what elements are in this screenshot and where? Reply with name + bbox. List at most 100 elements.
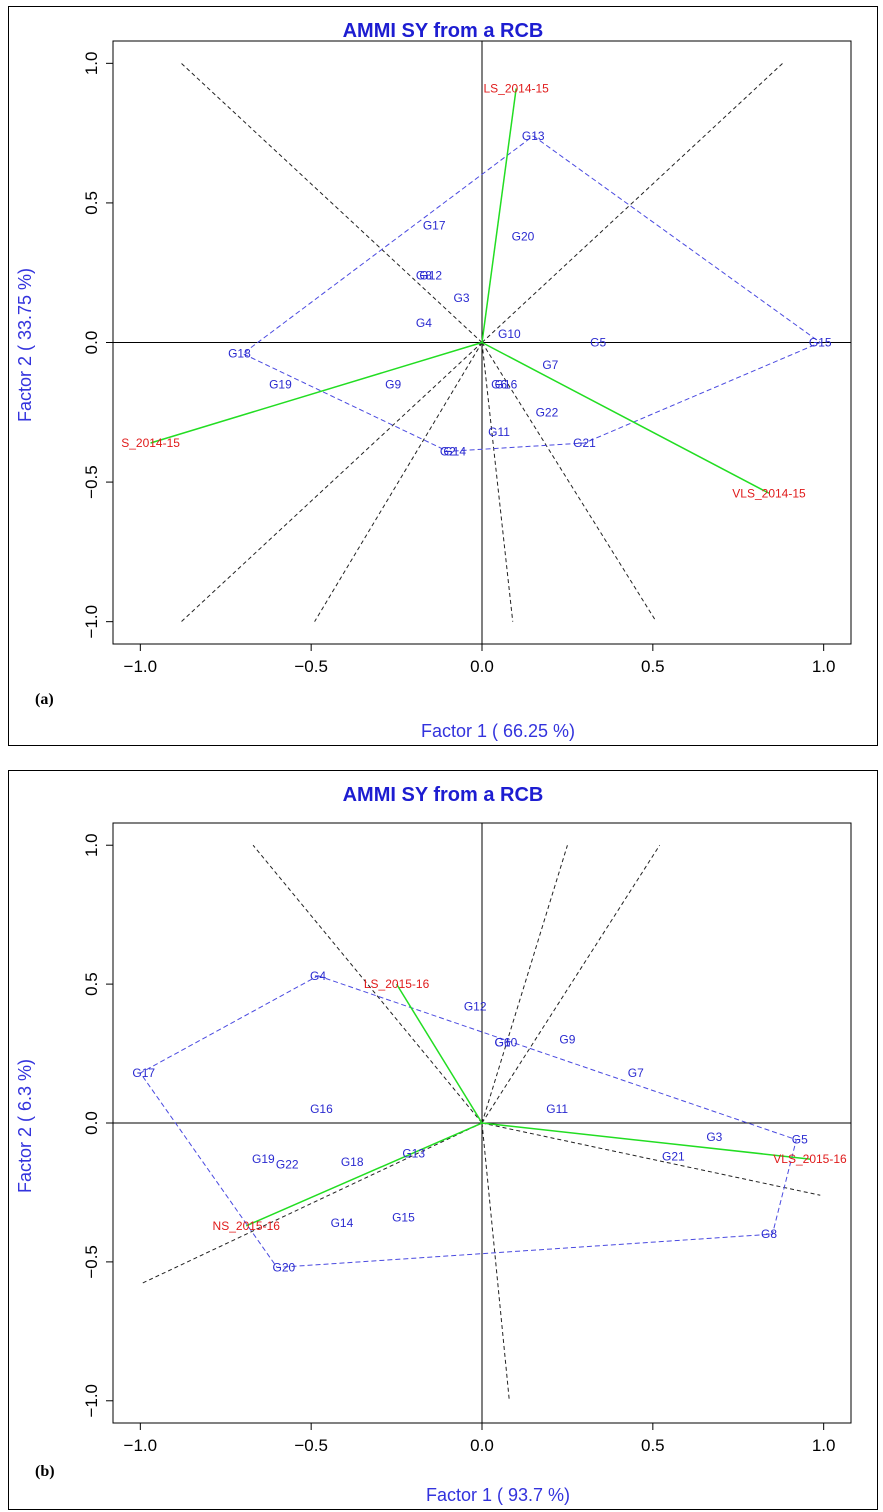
plot-area: −1.0 −0.5 0.0 0.5 1.0 −1.0 −0.5 0.0 0.5 1.0 G13 G20… <box>82 40 852 676</box>
environment-label: LS_2015-16 <box>364 977 430 991</box>
genotype-label: G22 <box>276 1158 299 1172</box>
genotype-label: G7 <box>542 358 558 372</box>
y-tick-label: −1.0 <box>82 1384 101 1418</box>
convex-hull-line <box>241 135 822 452</box>
genotype-label: G10 <box>498 327 521 341</box>
convex-hull-line <box>139 975 797 1268</box>
environment-vector <box>245 1122 483 1227</box>
genotype-label: G3 <box>706 1130 722 1144</box>
genotype-label: G21 <box>662 1149 685 1163</box>
panel-label: (b) <box>35 1463 55 1480</box>
sector-line <box>481 1122 510 1401</box>
y-axis-label: Factor 2 ( 6.3 %) <box>15 1059 35 1193</box>
genotype-label: G11 <box>546 1102 568 1116</box>
x-tick-label: 0.5 <box>641 1436 665 1455</box>
y-tick-label: 0.5 <box>82 972 101 996</box>
sector-line <box>481 342 514 622</box>
y-tick-label: 1.0 <box>82 833 101 857</box>
genotype-label: G5 <box>792 1133 808 1147</box>
genotype-label: G16 <box>310 1102 333 1116</box>
genotype-label: G18 <box>341 1155 364 1169</box>
biplot-b-svg: AMMI SY from a RCB Factor 1 ( 93.7 %) Fa… <box>15 784 852 1505</box>
environment-label: NS_2015-16 <box>213 1219 281 1233</box>
x-axis-label: Factor 1 ( 93.7 %) <box>426 1485 570 1505</box>
genotype-label: G19 <box>252 1152 275 1166</box>
sector-line <box>180 62 483 343</box>
environment-vector <box>395 983 483 1124</box>
y-tick-label: 1.0 <box>82 52 101 76</box>
genotype-label: G4 <box>416 316 432 330</box>
x-tick-label: 0.5 <box>641 657 665 676</box>
sector-line <box>180 342 483 623</box>
sector-line <box>481 342 657 622</box>
y-axis-label: Factor 2 ( 33.75 %) <box>15 268 35 422</box>
x-tick-label: −1.0 <box>124 657 158 676</box>
genotype-label: G8 <box>416 269 432 283</box>
x-axis-label: Factor 1 ( 66.25 %) <box>421 721 575 741</box>
genotype-label: G19 <box>269 377 292 391</box>
environment-label: VLS_2014-15 <box>732 486 806 500</box>
chart-title: AMMI SY from a RCB <box>343 20 544 42</box>
genotype-label: G9 <box>385 377 401 391</box>
genotype-label: G13 <box>522 129 545 143</box>
genotype-label: G16 <box>495 377 518 391</box>
genotype-label: G17 <box>132 1066 155 1080</box>
environment-label: VLS_2015-16 <box>773 1152 847 1166</box>
genotype-label: G11 <box>488 425 510 439</box>
sector-line <box>481 62 784 343</box>
x-tick-label: −0.5 <box>294 1436 328 1455</box>
genotype-label: G8 <box>761 1227 777 1241</box>
x-tick-label: −1.0 <box>124 1436 158 1455</box>
genotype-label: G2 <box>440 444 456 458</box>
environment-vector <box>150 341 483 444</box>
y-tick-label: −0.5 <box>82 1245 101 1279</box>
genotype-label: G15 <box>392 1210 415 1224</box>
environment-label: S_2014-15 <box>121 436 180 450</box>
genotype-label: G22 <box>536 405 559 419</box>
sector-line <box>481 1122 821 1196</box>
x-tick-label: 0.0 <box>470 1436 494 1455</box>
genotype-label: G15 <box>809 336 832 350</box>
genotype-label: G5 <box>590 336 606 350</box>
genotype-label: G20 <box>272 1260 295 1274</box>
plot-area: −1.0 −0.5 0.0 0.5 1.0 −1.0 −0.5 0.0 0.5 1.0 G4 G12 G… <box>82 822 852 1455</box>
genotype-label: G10 <box>495 1035 518 1049</box>
genotype-label: G13 <box>402 1147 425 1161</box>
chart-panel-a: AMMI SY from a RCB Factor 1 ( 66.25 %) F… <box>8 6 878 746</box>
genotype-label: G18 <box>228 347 251 361</box>
genotype-label: G12 <box>419 269 442 283</box>
chart-panel-b: AMMI SY from a RCB Factor 1 ( 93.7 %) Fa… <box>8 770 878 1510</box>
x-tick-label: 0.0 <box>470 657 494 676</box>
y-tick-label: −0.5 <box>82 465 101 499</box>
genotype-label: G6 <box>491 377 507 391</box>
chart-title: AMMI SY from a RCB <box>343 784 544 806</box>
genotype-label: G20 <box>512 229 535 243</box>
genotype-label: G12 <box>464 999 487 1013</box>
x-tick-label: −0.5 <box>294 657 328 676</box>
sector-line <box>314 342 483 622</box>
x-tick-label: 1.0 <box>812 1436 836 1455</box>
biplot-a-svg: AMMI SY from a RCB Factor 1 ( 66.25 %) F… <box>15 20 852 741</box>
genotype-label: G6 <box>494 1035 510 1049</box>
genotype-label: G7 <box>628 1066 644 1080</box>
x-tick-label: 1.0 <box>812 657 836 676</box>
environment-vector <box>481 1122 811 1160</box>
environment-label: LS_2014-15 <box>483 81 549 95</box>
genotype-label: G3 <box>453 291 469 305</box>
genotype-label: G9 <box>559 1033 575 1047</box>
y-tick-label: 0.0 <box>82 1111 101 1135</box>
panel-label: (a) <box>35 691 54 708</box>
genotype-label: G21 <box>573 436 596 450</box>
environment-vector <box>481 88 517 343</box>
y-tick-label: 0.0 <box>82 331 101 355</box>
genotype-label: G14 <box>331 1216 354 1230</box>
genotype-label: G4 <box>310 969 326 983</box>
sector-line <box>252 844 483 1124</box>
environment-vector <box>481 341 770 494</box>
sector-line <box>140 1122 483 1285</box>
genotype-label: G17 <box>423 218 446 232</box>
genotype-label: G14 <box>443 444 466 458</box>
y-tick-label: −1.0 <box>82 605 101 639</box>
sector-line <box>481 844 661 1124</box>
sector-line <box>481 845 568 1124</box>
